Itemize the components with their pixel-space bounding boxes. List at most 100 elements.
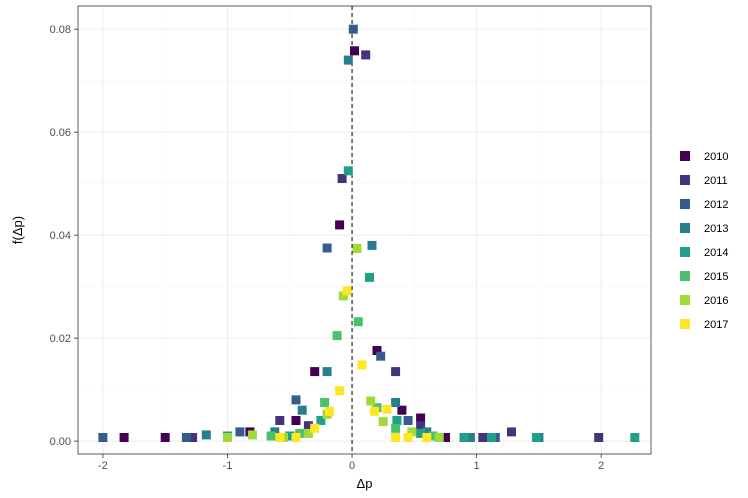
point-2015 (320, 398, 330, 407)
point-2016 (407, 427, 417, 437)
point-2010 (335, 220, 345, 230)
point-2012 (322, 243, 332, 253)
point-2014 (630, 433, 640, 442)
legend-key-2016 (680, 295, 690, 305)
point-2012 (403, 416, 413, 425)
point-2013 (322, 367, 332, 377)
legend-label-2013: 2013 (704, 223, 728, 235)
legend-key-2017 (680, 319, 690, 329)
point-2015 (428, 431, 438, 441)
x-tick-label: 0 (349, 460, 355, 472)
point-2010 (310, 367, 320, 377)
legend-label-2010: 2010 (704, 151, 728, 163)
point-2010 (441, 433, 450, 442)
point-2012 (291, 395, 301, 405)
y-axis-title: f(Δp) (10, 216, 25, 244)
point-2010 (397, 405, 407, 415)
point-2011 (275, 416, 285, 425)
legend-key-2010 (680, 151, 690, 161)
point-2010 (160, 433, 170, 442)
point-2017 (291, 433, 301, 442)
point-2011 (303, 421, 313, 431)
point-2017 (335, 386, 345, 396)
point-2015 (391, 423, 401, 433)
x-axis-title: Δp (357, 476, 373, 491)
point-2014 (459, 433, 469, 442)
data-points (98, 24, 640, 442)
panel-border (77, 5, 652, 455)
point-2013 (297, 405, 307, 415)
point-2014 (285, 431, 295, 441)
y-tick-label: 0.02 (50, 333, 71, 345)
point-2015 (353, 317, 363, 327)
point-2014 (416, 428, 426, 438)
point-2016 (352, 244, 362, 253)
point-2010 (416, 413, 426, 423)
point-2012 (348, 24, 358, 34)
point-2017 (357, 360, 367, 370)
point-2017 (325, 406, 335, 416)
point-2012 (376, 351, 386, 361)
legend: 2010 2011 2012 2013 2014 2015 2016 2017 (680, 151, 728, 331)
point-2014 (531, 433, 541, 442)
point-2013 (391, 398, 401, 407)
point-2013 (367, 240, 377, 250)
y-tick-label: 0.00 (50, 436, 71, 448)
point-2016 (223, 433, 232, 442)
point-2016 (378, 417, 388, 427)
legend-key-2014 (680, 247, 690, 257)
legend-label-2017: 2017 (704, 319, 728, 331)
point-2010 (291, 416, 301, 425)
point-2017 (391, 433, 401, 442)
legend-label-2014: 2014 (704, 247, 728, 259)
legend-label-2011: 2011 (704, 175, 728, 187)
point-2017 (342, 286, 352, 296)
point-2011 (594, 433, 604, 442)
point-2011 (391, 367, 401, 377)
point-2014 (343, 166, 353, 176)
point-2012 (98, 433, 108, 442)
x-tick-label: 2 (598, 460, 604, 472)
point-2013 (343, 55, 353, 65)
point-2010 (372, 346, 382, 355)
point-2017 (275, 433, 285, 442)
legend-key-2015 (680, 271, 690, 281)
y-tick-label: 0.06 (50, 127, 71, 139)
point-2011 (507, 427, 516, 437)
point-2011 (361, 50, 371, 60)
point-2016 (366, 396, 376, 406)
point-2016 (303, 428, 313, 438)
x-tick-label: -1 (223, 460, 233, 472)
point-2016 (338, 291, 348, 301)
point-2013 (422, 427, 432, 437)
point-2017 (370, 406, 379, 416)
point-2015 (332, 331, 342, 341)
y-tick-label: 0.04 (50, 230, 71, 242)
point-2012 (181, 433, 191, 442)
point-2016 (434, 433, 444, 442)
point-2014 (487, 433, 497, 442)
y-tick-label: 0.08 (50, 24, 71, 36)
point-2011 (188, 433, 198, 442)
point-2014 (365, 272, 374, 282)
axes: -2 -1 0 1 2 0.00 0.02 0.04 0.06 0.08 (50, 24, 605, 472)
point-2017 (422, 433, 432, 442)
point-2016 (247, 430, 257, 440)
legend-key-2013 (680, 223, 690, 233)
point-2017 (403, 433, 413, 442)
point-2014 (392, 416, 402, 425)
x-tick-label: 1 (474, 460, 480, 472)
point-2012 (235, 427, 245, 437)
point-2015 (266, 431, 276, 441)
point-2017 (310, 423, 320, 433)
point-2011 (478, 433, 488, 442)
legend-key-2012 (680, 199, 690, 209)
legend-label-2012: 2012 (704, 199, 728, 211)
point-2017 (382, 404, 392, 414)
point-2014 (316, 416, 326, 425)
point-2011 (337, 174, 347, 183)
point-2010 (119, 433, 129, 442)
point-2010 (350, 46, 359, 56)
